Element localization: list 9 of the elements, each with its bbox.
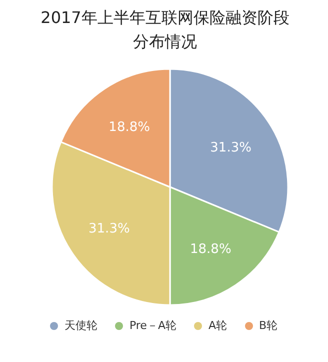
legend-label: 天使轮 bbox=[64, 318, 98, 333]
data-label: 31.3% bbox=[88, 222, 130, 237]
legend-label: B轮 bbox=[259, 318, 278, 333]
data-label: 31.3% bbox=[210, 140, 252, 156]
chart-title: 2017年上半年互联网保险融资阶段分布情况 bbox=[40, 7, 290, 53]
legend-label: A轮 bbox=[208, 318, 227, 333]
legend-label: Pre－A轮 bbox=[129, 318, 176, 333]
data-label: 18.8% bbox=[108, 120, 150, 136]
data-label: 18.8% bbox=[190, 242, 232, 257]
